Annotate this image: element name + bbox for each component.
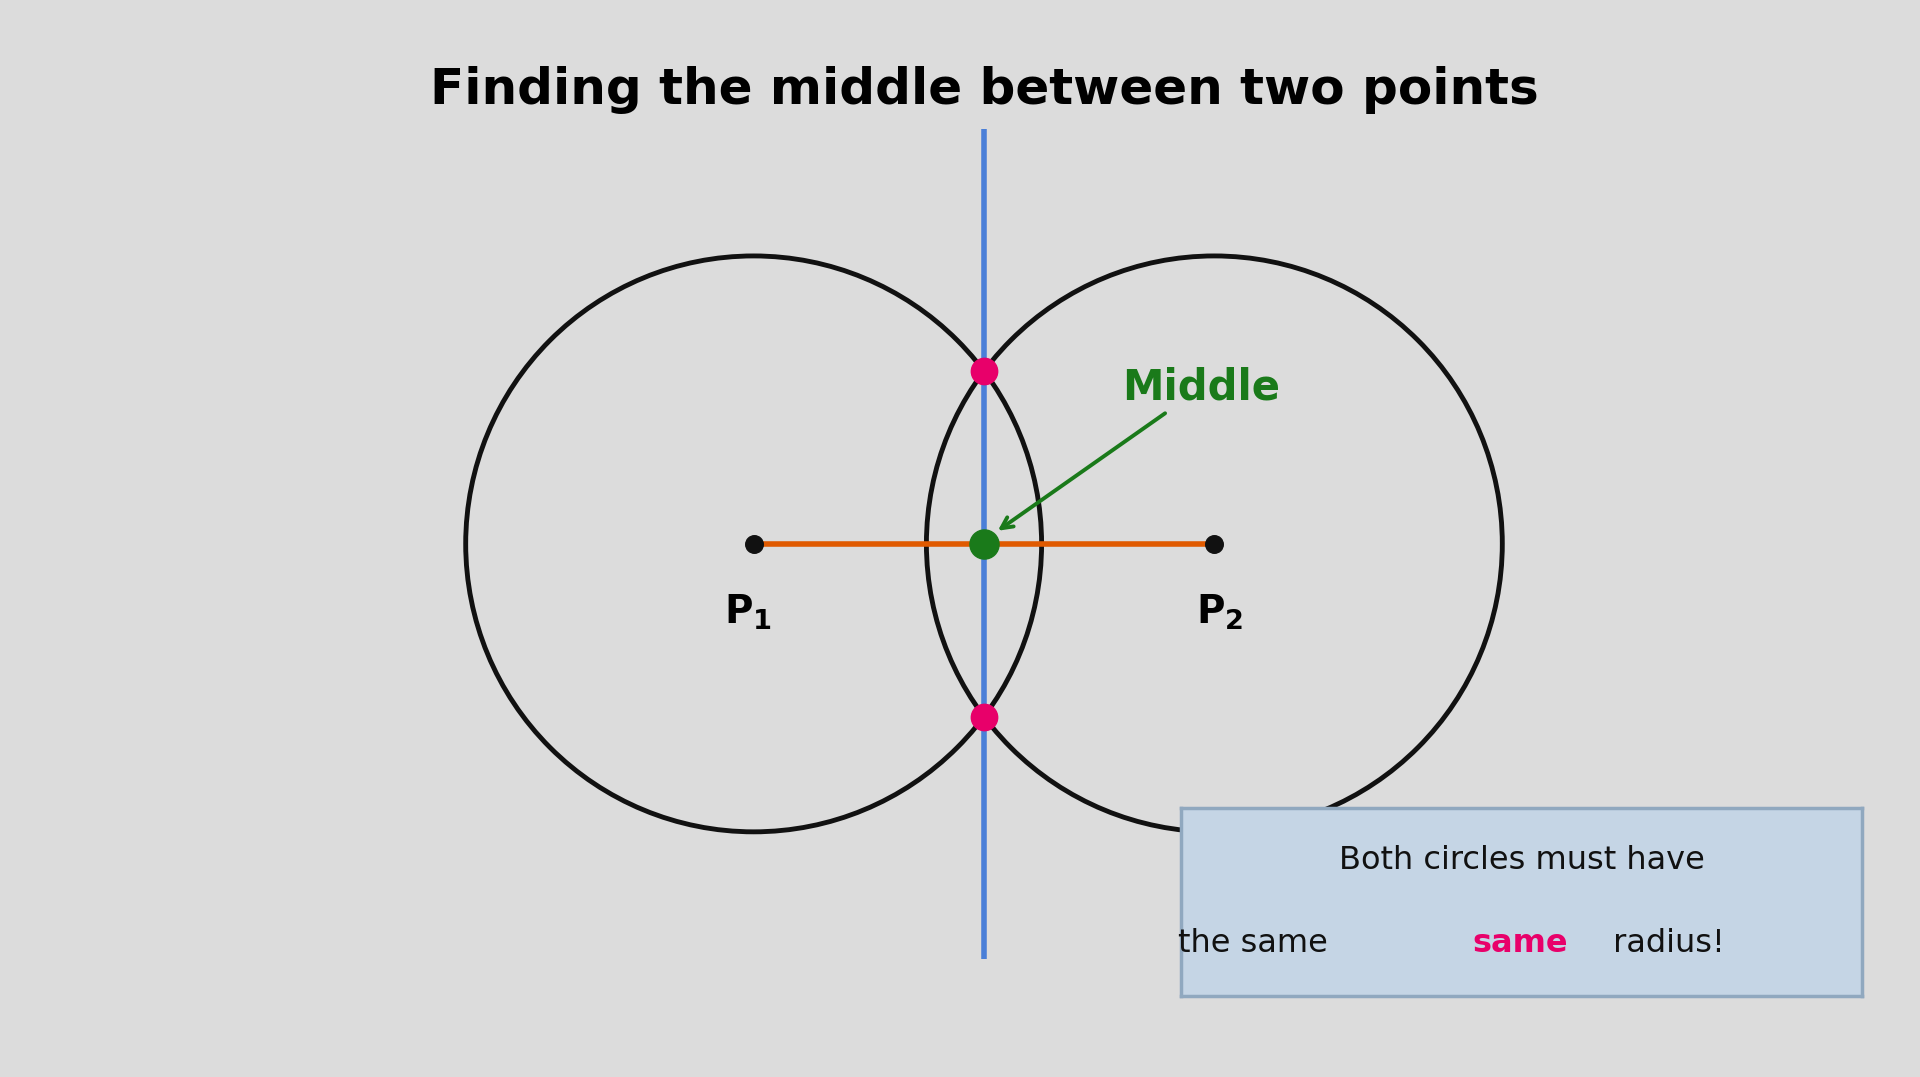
Point	[968, 363, 998, 380]
Point	[968, 708, 998, 725]
Text: $\mathbf{P_2}$: $\mathbf{P_2}$	[1196, 592, 1244, 631]
Title: Finding the middle between two points: Finding the middle between two points	[430, 67, 1538, 114]
Text: $\mathbf{P_1}$: $\mathbf{P_1}$	[724, 592, 772, 631]
Point	[968, 535, 998, 553]
Point	[1198, 535, 1229, 553]
Point	[739, 535, 770, 553]
Text: Both circles must have: Both circles must have	[1338, 845, 1705, 876]
Text: same: same	[1473, 928, 1569, 959]
Text: radius!: radius!	[1603, 928, 1726, 959]
Text: Middle: Middle	[1002, 367, 1281, 529]
Text: the same: the same	[1179, 928, 1338, 959]
